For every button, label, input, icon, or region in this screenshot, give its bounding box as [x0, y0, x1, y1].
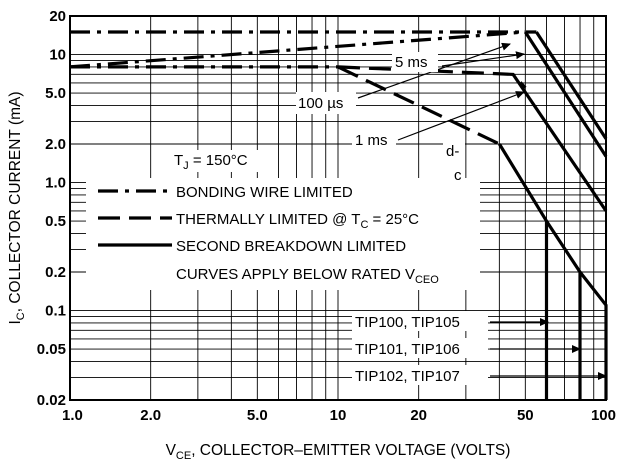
y-tick-label: 0.02 — [37, 392, 66, 409]
label-bg-100us — [296, 92, 356, 114]
series-3-solid — [523, 31, 608, 158]
legend-background — [86, 178, 480, 290]
y-tick-label: 0.1 — [45, 303, 66, 320]
y-tick-label: 20 — [49, 8, 66, 25]
label-bg-tip102 — [352, 365, 488, 385]
series-10-solid — [578, 271, 608, 400]
x-tick-label: 50 — [517, 407, 534, 424]
legend-note: CURVES APPLY BELOW RATED VCEO — [176, 266, 439, 286]
series-layer — [69, 30, 608, 400]
annotation-labels: 5 ms 100 µs 1 ms d- c TJ = 150°C TIP100,… — [170, 52, 488, 385]
plot-frame — [69, 15, 607, 401]
label-dc-top: d- — [446, 143, 459, 160]
y-tick-label: 1.0 — [45, 175, 66, 192]
label-bg-tip100 — [352, 311, 488, 331]
x-axis-title: VCE, COLLECTOR–EMITTER VOLTAGE (VOLTS) — [166, 442, 511, 462]
legend-label-bonding: BONDING WIRE LIMITED — [176, 184, 353, 201]
label-1ms: 1 ms — [355, 132, 388, 149]
label-bg-1ms — [352, 130, 396, 150]
label-100us: 100 µs — [298, 95, 343, 112]
label-bg-tj — [170, 150, 276, 172]
label-5ms: 5 ms — [395, 54, 428, 71]
series-2-dashdot — [69, 30, 526, 69]
y-tick-label: 2.0 — [45, 136, 66, 153]
label-bg-dc — [443, 140, 465, 186]
label-tj: TJ = 150°C — [174, 152, 248, 172]
legend-label-thermal: THERMALLY LIMITED @ TC = 25°C — [176, 211, 419, 231]
y-tick-label: 0.2 — [45, 264, 66, 281]
x-tick-label: 20 — [410, 407, 427, 424]
x-tick-label: 5.0 — [247, 407, 268, 424]
label-tip100: TIP100, TIP105 — [355, 314, 460, 331]
legend-label-breakdown: SECOND BREAKDOWN LIMITED — [176, 238, 406, 255]
arrow-1ms — [397, 91, 525, 141]
y-tick-label: 0.05 — [37, 341, 66, 358]
tick-labels: 1.0 2.0 5.0 10 20 50 100 0.02 0.05 0.1 0.2 0.5 1.0 2.… — [37, 8, 616, 424]
x-tick-label: 2.0 — [140, 407, 161, 424]
x-tick-label: 1.0 — [62, 407, 83, 424]
y-tick-label: 5.0 — [45, 85, 66, 102]
series-1-solid — [535, 31, 608, 140]
label-bg-5ms — [392, 52, 438, 72]
x-tick-label: 100 — [591, 407, 616, 424]
legend: BONDING WIRE LIMITED THERMALLY LIMITED @… — [86, 178, 480, 290]
label-bg-tip101 — [352, 338, 488, 358]
arrow-5ms — [441, 51, 525, 67]
y-axis-title: IC, COLLECTOR CURRENT (mA) — [7, 91, 27, 324]
y-tick-label: 0.5 — [45, 213, 66, 230]
label-tip102: TIP102, TIP107 — [355, 368, 460, 385]
label-dc-bottom: c — [454, 167, 462, 184]
series-6-solid — [511, 73, 608, 212]
y-tick-label: 10 — [49, 47, 66, 64]
x-tick-label: 10 — [330, 407, 347, 424]
label-tip101: TIP101, TIP106 — [355, 341, 460, 358]
